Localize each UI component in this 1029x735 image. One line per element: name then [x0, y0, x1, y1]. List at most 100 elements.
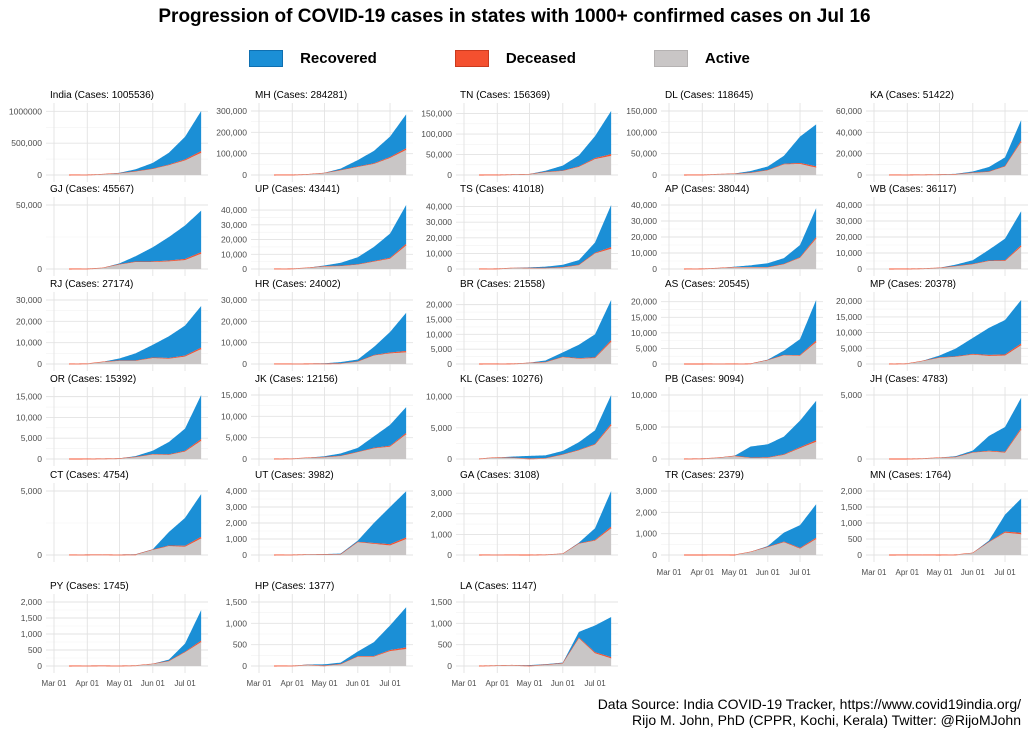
facet-panel: TR (Cases: 2379) 0 1,000 2,000 3,000 Mar 01 Ap… [620, 470, 825, 585]
area-active [889, 246, 1022, 269]
y-tick-label: 100,000 [216, 149, 247, 159]
y-tick-label: 0 [447, 550, 452, 560]
y-tick-label: 0 [857, 454, 862, 464]
facet-title: India (Cases: 1005536) [50, 90, 154, 101]
y-tick-label: 200,000 [216, 127, 247, 137]
x-tick-label: Mar 01 [452, 679, 477, 688]
area-recovered [274, 312, 407, 364]
x-tick-label: Jul 01 [379, 679, 401, 688]
facet-plot: 0 100,000 200,000 300,000 [216, 103, 413, 182]
y-tick-label: 0 [857, 170, 862, 180]
deceased-line [684, 163, 817, 176]
chart-title: Progression of COVID-19 cases in states … [158, 6, 871, 27]
facet-title: BR (Cases: 21558) [460, 279, 546, 290]
facet-title: UT (Cases: 3982) [255, 470, 334, 481]
y-tick-label: 1,000 [431, 618, 453, 628]
facet-plot: 0 5,000 [21, 483, 208, 562]
y-tick-label: 10,000 [426, 329, 452, 339]
facet-plot: 0 10,000 20,000 30,000 [221, 292, 413, 371]
y-tick-label: 50,000 [631, 149, 657, 159]
y-tick-label: 10,000 [631, 390, 657, 400]
y-tick-label: 10,000 [631, 328, 657, 338]
y-tick-label: 15,000 [836, 312, 862, 322]
facet-panel: OR (Cases: 15392) 0 5,000 10,000 15,000 [5, 374, 210, 489]
area-recovered [889, 300, 1022, 364]
deceased-line [684, 441, 817, 460]
y-tick-label: 500,000 [11, 138, 42, 148]
y-tick-label: 0 [652, 264, 657, 274]
x-tick-label: Mar 01 [42, 679, 67, 688]
area-active [69, 349, 202, 364]
y-tick-label: 0 [652, 359, 657, 369]
legend-swatch-active [653, 50, 688, 67]
y-tick-label: 500 [438, 640, 452, 650]
area-recovered [274, 407, 407, 459]
facet-plot: 0 5,000 10,000 15,000 [221, 387, 413, 466]
deceased-line [479, 527, 612, 556]
facet-panel: JK (Cases: 12156) 0 5,000 10,000 15,000 [210, 374, 415, 489]
area-recovered [889, 211, 1022, 269]
area-recovered [69, 494, 202, 555]
facet-plot: 0 10,000 20,000 30,000 40,000 [836, 197, 1028, 276]
y-tick-label: 150,000 [421, 109, 452, 119]
legend-label: Recovered [300, 50, 377, 67]
caption-author: Rijo M. John, PhD (CPPR, Kochi, Kerala) … [632, 712, 1021, 728]
facet-panel: KL (Cases: 10276) 0 5,000 10,000 [415, 374, 620, 489]
facet-plot: 0 500,000 1000000 [9, 103, 208, 182]
legend-label: Deceased [505, 50, 576, 67]
deceased-line [889, 344, 1022, 365]
y-tick-label: 15,000 [16, 392, 42, 402]
y-tick-label: 0 [37, 264, 42, 274]
y-tick-label: 10,000 [426, 392, 452, 402]
facet-plot: 0 5,000 10,000 15,000 20,000 [631, 292, 823, 371]
y-tick-label: 3,000 [431, 488, 453, 498]
area-recovered [69, 111, 202, 175]
y-tick-label: 30,000 [221, 220, 247, 230]
y-tick-label: 0 [37, 454, 42, 464]
y-tick-label: 20,000 [836, 232, 862, 242]
y-tick-label: 5,000 [841, 343, 863, 353]
y-tick-label: 20,000 [836, 296, 862, 306]
y-tick-label: 15,000 [631, 312, 657, 322]
y-tick-label: 40,000 [836, 200, 862, 210]
facet-title: JH (Cases: 4783) [870, 374, 948, 385]
facet-title: CT (Cases: 4754) [50, 470, 129, 481]
y-tick-label: 0 [857, 264, 862, 274]
deceased-line [274, 648, 407, 667]
facet-panel: JH (Cases: 4783) 0 5,000 [825, 374, 1029, 489]
y-tick-label: 20,000 [221, 235, 247, 245]
y-tick-label: 20,000 [631, 232, 657, 242]
facet-title: KA (Cases: 51422) [870, 90, 954, 101]
facet-title: TS (Cases: 41018) [460, 184, 544, 195]
y-tick-label: 10,000 [836, 248, 862, 258]
y-tick-label: 1,500 [431, 597, 453, 607]
facet-title: OR (Cases: 15392) [50, 374, 137, 385]
facet-title: RJ (Cases: 27174) [50, 279, 134, 290]
x-tick-label: May 01 [516, 679, 543, 688]
facet-panel: MH (Cases: 284281) 0 100,000 200,000 300,000 [210, 90, 415, 205]
area-active [684, 441, 817, 459]
y-tick-label: 0 [857, 550, 862, 560]
y-tick-label: 2,000 [431, 509, 453, 519]
facet-panel: HP (Cases: 1377) 0 500 1,000 1,500 Mar 01 Apr … [210, 581, 415, 696]
area-active [274, 245, 407, 269]
y-tick-label: 20,000 [836, 149, 862, 159]
y-tick-label: 1,500 [21, 613, 43, 623]
y-tick-label: 40,000 [836, 127, 862, 137]
y-tick-label: 20,000 [221, 316, 247, 326]
legend-swatch-recovered [249, 50, 284, 67]
y-tick-label: 0 [447, 170, 452, 180]
facet-panel: BR (Cases: 21558) 0 5,000 10,000 15,000 20,00… [415, 279, 620, 394]
x-tick-label: May 01 [926, 568, 953, 577]
y-tick-label: 0 [37, 170, 42, 180]
y-tick-label: 1000000 [9, 106, 42, 116]
facet-plot: 0 10,000 20,000 30,000 40,000 [221, 197, 413, 276]
facet-plot: 0 500 1,000 1,500 2,000 Mar 01 Apr 01 May 01 Jun… [841, 483, 1028, 577]
area-active [479, 425, 612, 459]
y-tick-label: 5,000 [431, 423, 453, 433]
area-recovered [684, 400, 817, 459]
legend-item-deceased: Deceased [454, 50, 576, 67]
facet-title: MH (Cases: 284281) [255, 90, 348, 101]
x-tick-label: Apr 01 [691, 568, 715, 577]
area-active [889, 429, 1022, 459]
